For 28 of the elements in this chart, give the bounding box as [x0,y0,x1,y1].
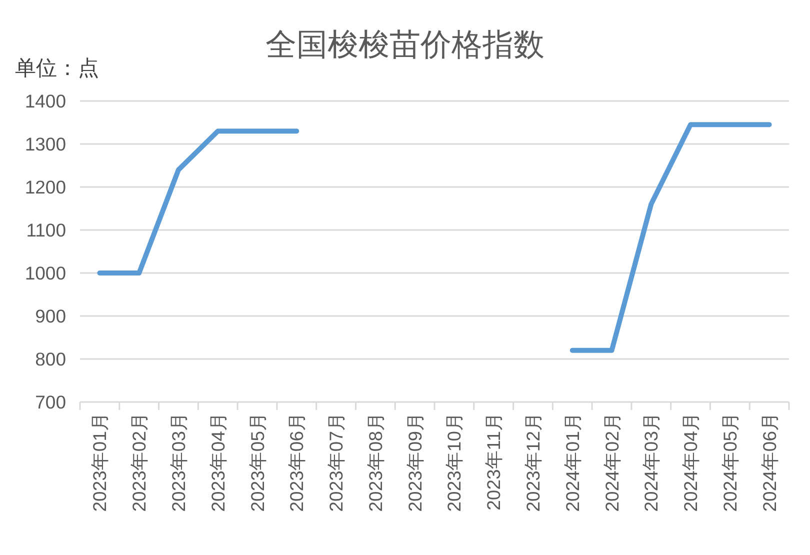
xtick: 2023年01月 [89,412,110,512]
ytick: 700 [35,392,66,412]
xtick: 2023年02月 [128,412,150,512]
xtick: 2024年01月 [562,412,583,512]
xtick: 2023年10月 [444,412,465,512]
xtick: 2023年12月 [522,412,544,512]
ylabel: 单位：点 [15,57,99,80]
ytick: 1400 [24,90,66,112]
title: 全国梭梭苗价格指数 [266,27,544,62]
xtick: 2023年03月 [168,412,189,512]
xtick: 2024年05月 [719,412,740,512]
xtick: 2023年08月 [364,412,386,512]
xtick: 2023年06月 [286,412,308,512]
xtick: 2023年04月 [207,412,228,512]
xtick: 2023年05月 [246,412,268,512]
xtick: 2024年04月 [680,412,702,512]
xtick: 2023年07月 [326,412,347,512]
xtick: 2023年09月 [404,412,426,512]
ytick: 900 [35,306,66,326]
ytick: 1300 [24,134,66,154]
xtick: 2024年06月 [758,412,780,512]
ytick: 1000 [24,262,66,284]
xtick: 2024年02月 [601,412,622,512]
ytick: 1100 [26,220,66,240]
ytick: 800 [35,348,66,370]
xtick: 2023年11月 [483,412,504,510]
xtick: 2024年03月 [640,412,662,512]
ytick: 1200 [24,176,66,198]
